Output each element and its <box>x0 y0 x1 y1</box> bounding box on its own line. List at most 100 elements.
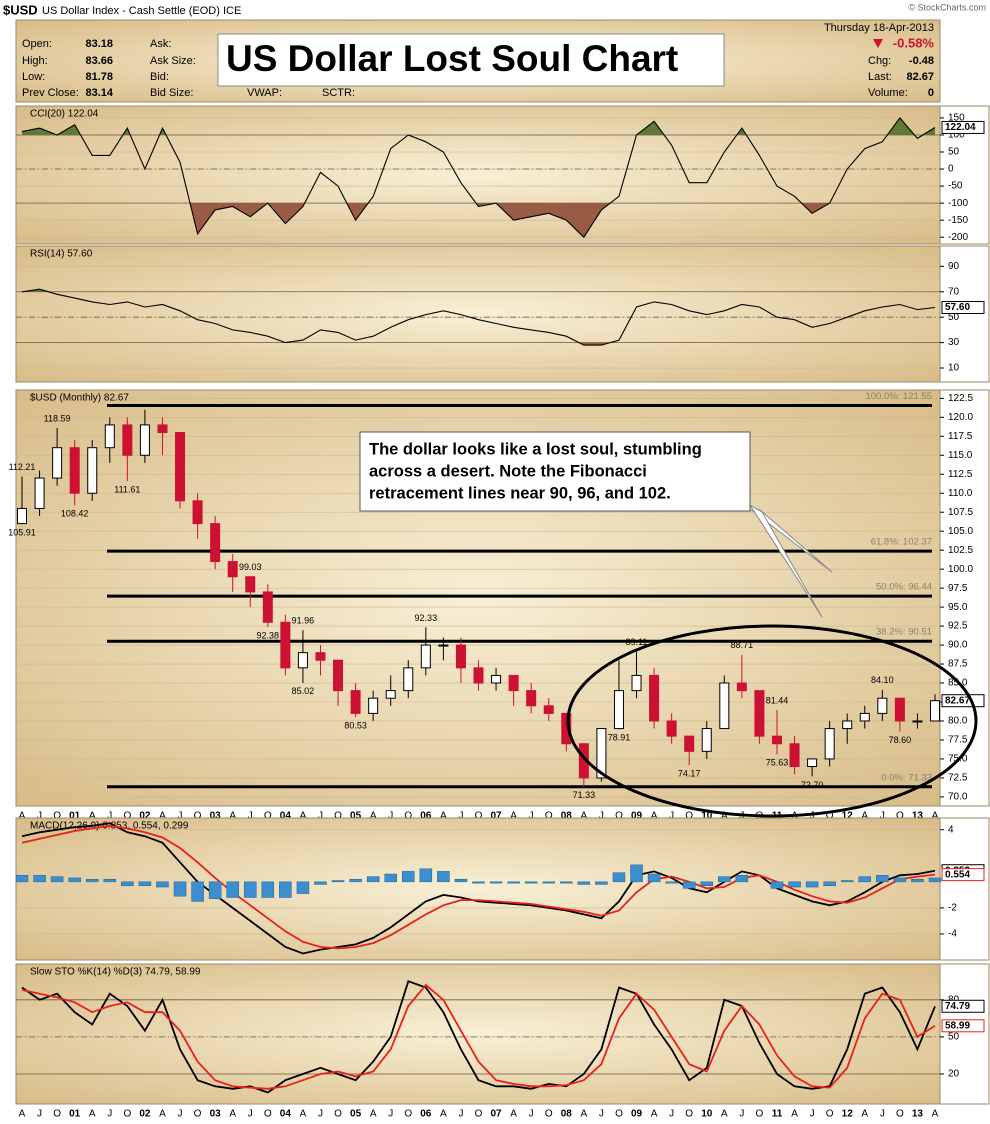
field-label: Ask Size: <box>150 55 196 67</box>
candle-body <box>34 477 45 509</box>
fib-label: 0.0%: 71.33 <box>881 772 932 783</box>
candle-body <box>666 720 677 737</box>
x-tick-label: A <box>510 811 517 822</box>
candle-body <box>280 621 291 669</box>
y-tick-label: 77.5 <box>948 735 968 746</box>
low-label: 80.53 <box>344 720 367 730</box>
y-tick-label: 100.0 <box>948 564 973 575</box>
x-tick-label: J <box>669 1109 674 1120</box>
y-tick-label: 107.5 <box>948 507 973 518</box>
field-label: Prev Close: <box>22 87 79 99</box>
x-tick-label: O <box>756 1109 764 1120</box>
histogram-bar <box>296 881 310 894</box>
candle-body <box>368 697 379 714</box>
x-tick-label: J <box>810 1109 815 1120</box>
callout-arrow <box>749 504 823 618</box>
y-tick-label: 10 <box>948 363 960 374</box>
candle-body <box>227 561 238 578</box>
indicator-line <box>21 822 936 955</box>
x-tick-label: A <box>440 1109 447 1120</box>
histogram-bar <box>121 881 134 886</box>
x-tick-label: A <box>861 1109 868 1120</box>
candle-body <box>824 728 835 760</box>
high-label: 81.44 <box>766 695 789 705</box>
x-tick-label: 01 <box>69 1109 81 1120</box>
histogram-bar <box>682 881 696 889</box>
candle-body <box>613 690 624 730</box>
y-tick-label: 92.5 <box>948 621 968 632</box>
title: US Dollar Lost Soul Chart <box>226 38 678 79</box>
histogram-bar <box>208 881 222 900</box>
y-tick-label: 97.5 <box>948 583 968 594</box>
histogram-bar <box>191 881 204 902</box>
candle-body <box>894 697 905 722</box>
annotation-text: The dollar looks like a lost soul, stumb… <box>369 440 702 458</box>
x-tick-label: 09 <box>631 1109 643 1120</box>
panel-bg <box>15 963 941 1105</box>
x-tick-label: J <box>37 1109 42 1120</box>
x-tick-label: O <box>123 811 131 822</box>
x-tick-label: 02 <box>139 811 151 822</box>
histogram-bar <box>15 875 29 883</box>
fib-label: 50.0%: 96.44 <box>876 582 932 593</box>
x-tick-label: 03 <box>210 811 222 822</box>
x-tick-label: A <box>932 1109 939 1120</box>
low-label: 78.60 <box>889 735 912 745</box>
candle-body <box>930 700 940 722</box>
y-tick-label: 70 <box>948 286 960 297</box>
x-tick-label: O <box>475 811 483 822</box>
y-tick-label: 112.5 <box>948 469 973 480</box>
histogram-bar <box>805 881 819 888</box>
last-value-label: 58.99 <box>945 1020 970 1031</box>
candle-body <box>543 705 554 714</box>
high-label: 88.71 <box>731 640 754 650</box>
candle-body <box>157 424 168 434</box>
x-tick-label: A <box>159 811 166 822</box>
x-tick-label: A <box>510 1109 517 1120</box>
histogram-bar <box>840 880 854 883</box>
x-tick-label: A <box>440 811 447 822</box>
x-tick-label: O <box>404 811 412 822</box>
y-tick-label: 105.0 <box>948 526 973 537</box>
x-tick-label: O <box>53 811 61 822</box>
histogram-bar <box>454 878 468 883</box>
panel-bg <box>15 245 941 383</box>
x-tick-label: O <box>194 1109 202 1120</box>
candle-body <box>122 424 133 456</box>
x-tick-label: J <box>810 811 815 822</box>
x-tick-label: O <box>264 811 272 822</box>
y-tick-label: 80.0 <box>948 716 968 727</box>
low-label: 71.33 <box>573 790 596 800</box>
indicator-line <box>21 980 936 1094</box>
candle-body <box>596 728 607 779</box>
histogram-bar <box>577 881 591 885</box>
x-tick-label: 07 <box>490 1109 502 1120</box>
histogram-bar <box>718 876 731 883</box>
low-label: 72.70 <box>801 780 824 790</box>
y-tick-label: 50 <box>948 1032 960 1043</box>
low-label: 92.38 <box>257 630 280 640</box>
fib-label: 100.0%: 121.55 <box>865 391 932 402</box>
panel-title: $USD (Monthly) 82.67 <box>30 393 129 404</box>
histogram-bar <box>665 881 678 884</box>
x-tick-label: J <box>107 811 112 822</box>
candle-body <box>508 674 519 692</box>
symbol: $USD <box>3 2 38 17</box>
y-tick-label: 70.0 <box>948 792 968 803</box>
y-tick-label: 50 <box>948 312 960 323</box>
x-tick-label: A <box>932 811 939 822</box>
x-tick-label: J <box>248 811 253 822</box>
x-tick-label: 03 <box>210 1109 222 1120</box>
histogram-bar <box>823 881 836 886</box>
x-tick-label: A <box>581 811 588 822</box>
y-tick-label: 150 <box>948 113 965 124</box>
x-tick-label: J <box>739 1109 744 1120</box>
panel: 122.5 120.0 117.5 115.0 112.5 110.0 107.5 105.0… <box>8 389 990 822</box>
axis-bg <box>939 963 990 1105</box>
x-tick-label: O <box>896 1109 904 1120</box>
x-tick-label: O <box>826 811 834 822</box>
y-tick-label: -4 <box>948 929 957 940</box>
histogram-bar <box>402 871 415 883</box>
candle-body <box>701 728 712 752</box>
field-value: 83.66 <box>85 55 113 67</box>
